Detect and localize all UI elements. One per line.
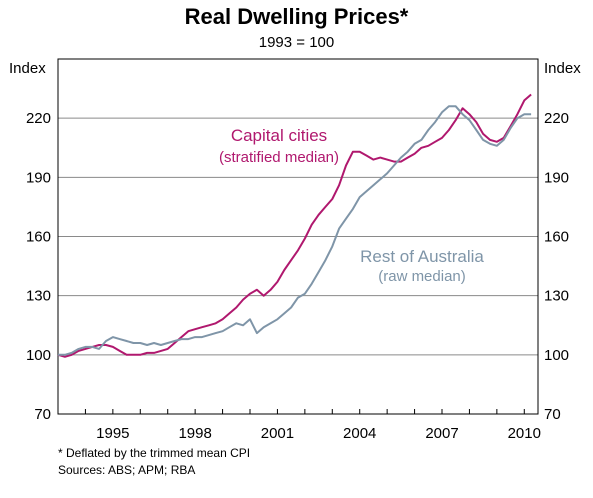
chart-title: Real Dwelling Prices* bbox=[184, 4, 409, 29]
y-tick-label-left: 130 bbox=[26, 288, 51, 305]
y-axis-label-left: Index bbox=[9, 60, 46, 77]
y-tick-label-left: 100 bbox=[26, 347, 51, 364]
x-tick-label: 1998 bbox=[178, 425, 211, 442]
series-line-rest-of-australia bbox=[58, 105, 532, 356]
x-tick-label: 2004 bbox=[343, 425, 376, 442]
y-tick-label-left: 190 bbox=[26, 169, 51, 186]
x-tick-label: 2010 bbox=[508, 425, 541, 442]
y-tick-label-right: 220 bbox=[544, 110, 569, 127]
y-tick-label-right: 130 bbox=[544, 288, 569, 305]
x-tick-label: 2007 bbox=[425, 425, 458, 442]
series-label-capital-cities: Capital cities bbox=[231, 126, 327, 145]
x-tick-label: 1995 bbox=[96, 425, 129, 442]
series-sublabel-rest-of-australia: (raw median) bbox=[378, 268, 466, 285]
y-tick-label-right: 100 bbox=[544, 347, 569, 364]
y-tick-label-right: 160 bbox=[544, 229, 569, 246]
plot-frame bbox=[57, 58, 539, 415]
y-axis-label-right: Index bbox=[544, 60, 581, 77]
y-tick-label-left: 160 bbox=[26, 229, 51, 246]
sources-note: Sources: ABS; APM; RBA bbox=[58, 463, 196, 477]
series-line-capital-cities bbox=[57, 93, 532, 358]
y-tick-label-right: 70 bbox=[544, 406, 561, 423]
series-label-rest-of-australia: Rest of Australia bbox=[360, 247, 484, 266]
x-tick-label: 2001 bbox=[261, 425, 294, 442]
chart-subtitle: 1993 = 100 bbox=[258, 34, 335, 51]
series-sublabel-capital-cities: (stratified median) bbox=[219, 149, 339, 166]
y-tick-label-left: 70 bbox=[34, 406, 51, 423]
y-tick-label-left: 220 bbox=[26, 110, 51, 127]
footnote: * Deflated by the trimmed mean CPI bbox=[58, 446, 251, 460]
y-tick-label-right: 190 bbox=[544, 169, 569, 186]
